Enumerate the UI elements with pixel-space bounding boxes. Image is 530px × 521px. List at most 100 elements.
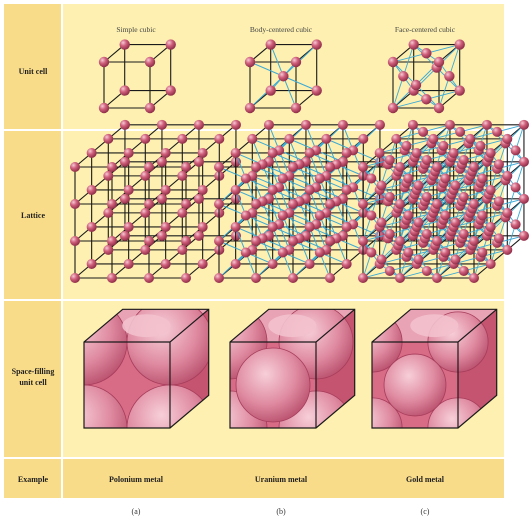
- face-atom: [510, 219, 521, 230]
- column-title-fcc: Face-centered cubic: [395, 25, 456, 34]
- corner-atom: [304, 221, 315, 232]
- corner-atom: [469, 236, 479, 246]
- corner-atom: [251, 162, 261, 172]
- corner-atom: [485, 147, 496, 158]
- panel-label-b: (b): [276, 507, 286, 516]
- corner-atom: [177, 170, 188, 181]
- corner-atom: [144, 199, 154, 209]
- row-label-unit-cell: Unit cell: [19, 67, 48, 76]
- corner-atom: [123, 258, 134, 269]
- row-label-space-filling: Space-filling: [12, 367, 55, 376]
- corner-atom: [119, 230, 130, 241]
- corner-atom: [433, 56, 445, 68]
- corner-atom: [407, 119, 418, 130]
- corner-atom: [481, 119, 492, 130]
- corner-atom: [144, 162, 154, 172]
- corner-atom: [432, 236, 442, 246]
- corner-atom: [469, 199, 479, 209]
- face-atom: [366, 210, 377, 221]
- corner-atom: [70, 273, 80, 283]
- face-atom: [384, 228, 395, 239]
- face-atom: [366, 173, 377, 184]
- face-atom: [438, 140, 449, 151]
- label-column: [4, 4, 62, 498]
- corner-atom: [86, 221, 97, 232]
- corner-atom: [391, 133, 402, 144]
- face-atom: [366, 247, 377, 258]
- corner-atom: [119, 156, 130, 167]
- face-atom: [493, 196, 504, 207]
- corner-atom: [165, 39, 176, 50]
- bond-line: [438, 76, 450, 109]
- corner-atom: [86, 184, 97, 195]
- example-band: [4, 458, 504, 498]
- corner-atom: [485, 258, 496, 269]
- face-atom: [510, 182, 521, 193]
- corner-atom: [156, 230, 167, 241]
- corner-atom: [214, 162, 224, 172]
- corner-atom: [502, 244, 513, 255]
- corner-atom: [98, 102, 110, 114]
- face-atom: [401, 140, 412, 151]
- corner-atom: [251, 199, 261, 209]
- face-atom: [475, 140, 486, 151]
- corner-atom: [193, 230, 204, 241]
- corner-atom: [448, 147, 459, 158]
- bond-line: [402, 44, 415, 77]
- panel-label-a: (a): [132, 507, 141, 516]
- corner-atom: [387, 56, 399, 68]
- face-atom: [450, 180, 461, 191]
- bond-line: [392, 98, 427, 109]
- center-atom: [240, 173, 251, 184]
- lattice-bcc: [214, 119, 385, 283]
- corner-atom: [107, 236, 117, 246]
- face-atom: [421, 154, 432, 165]
- corner-atom: [244, 56, 256, 68]
- corner-atom: [288, 236, 298, 246]
- column-title-bcc: Body-centered cubic: [250, 25, 313, 34]
- corner-atom: [263, 119, 274, 130]
- corner-atom: [358, 162, 368, 172]
- corner-atom: [265, 85, 276, 96]
- face-atom: [458, 191, 469, 202]
- corner-atom: [267, 258, 278, 269]
- corner-atom: [123, 221, 134, 232]
- corner-atom: [230, 184, 241, 195]
- corner-atom: [193, 119, 204, 130]
- center-atom: [277, 173, 288, 184]
- face-atom: [440, 210, 451, 221]
- corner-atom: [290, 56, 302, 68]
- corner-atom: [156, 119, 167, 130]
- corner-atom: [325, 162, 335, 172]
- corner-atom: [107, 273, 117, 283]
- face-atom: [458, 265, 469, 276]
- center-atom: [240, 247, 251, 258]
- face-atom: [440, 247, 451, 258]
- corner-atom: [395, 162, 405, 172]
- corner-atom: [325, 236, 335, 246]
- corner-atom: [197, 184, 208, 195]
- corner-atom: [103, 133, 114, 144]
- corner-atom: [502, 207, 513, 218]
- corner-atom: [140, 207, 151, 218]
- cube-edges: [230, 308, 356, 428]
- sphere-section: [235, 347, 311, 423]
- corner-atom: [518, 156, 529, 167]
- corner-atom: [156, 193, 167, 204]
- cube-edges: [84, 308, 210, 428]
- corner-atom: [214, 273, 224, 283]
- face-atom: [493, 159, 504, 170]
- example-polonium: Polonium metal: [109, 475, 164, 484]
- corner-atom: [119, 85, 130, 96]
- face-atom: [384, 154, 395, 165]
- bond-line: [270, 44, 284, 77]
- corner-atom: [177, 133, 188, 144]
- corner-atom: [304, 258, 315, 269]
- corner-atom: [230, 119, 241, 130]
- corner-atom: [193, 193, 204, 204]
- face-atom: [493, 233, 504, 244]
- corner-atom: [325, 199, 335, 209]
- center-atom: [314, 247, 325, 258]
- corner-atom: [358, 199, 368, 209]
- corner-atom: [358, 133, 369, 144]
